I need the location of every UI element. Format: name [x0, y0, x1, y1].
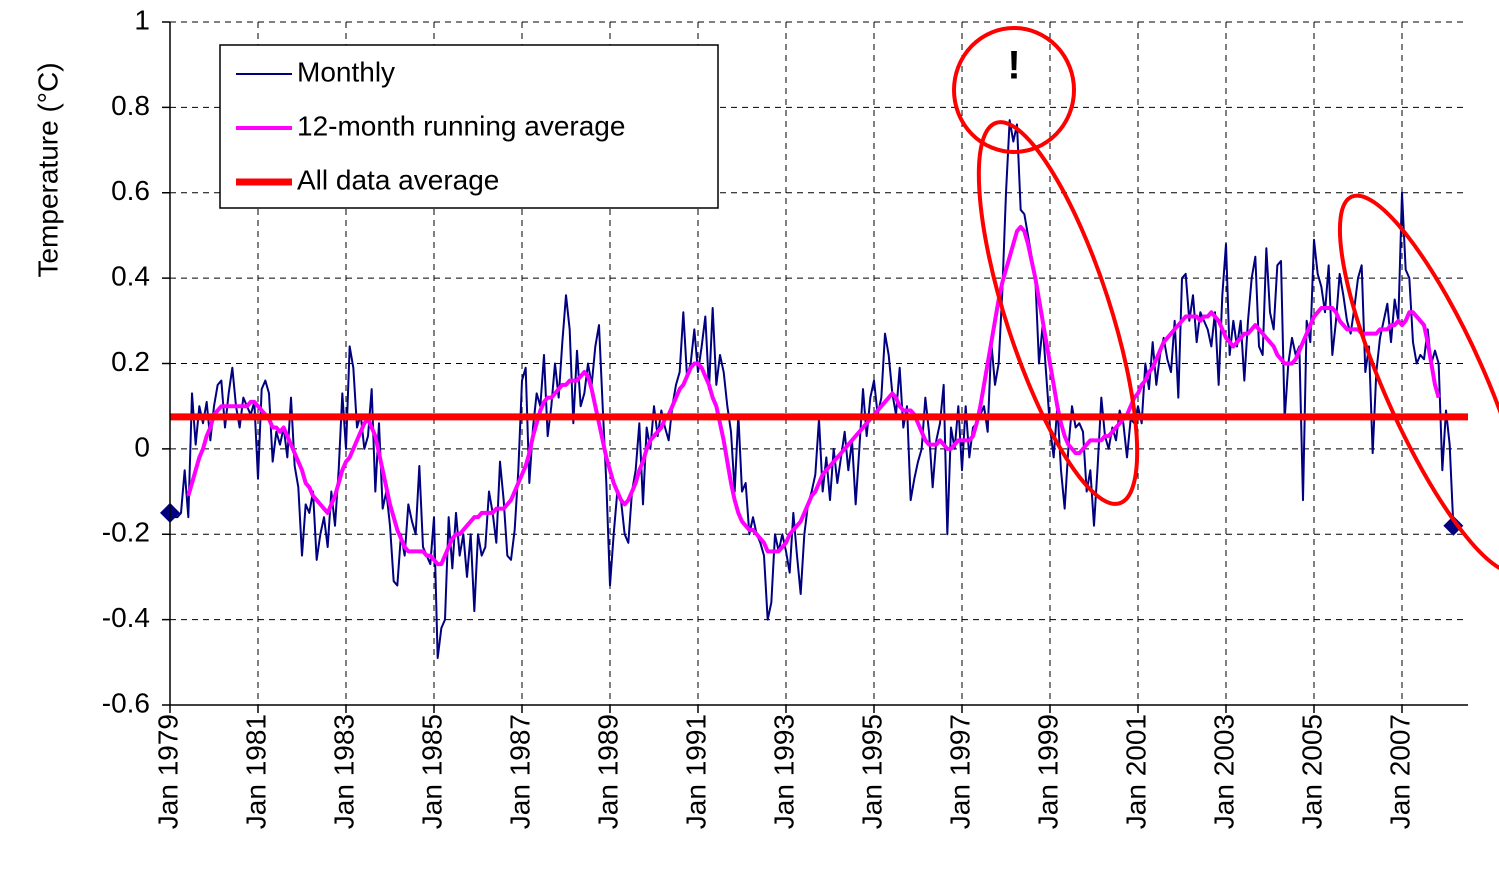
annotation: ! [1007, 44, 1020, 88]
x-tick-label: Jan 1997 [944, 714, 975, 829]
y-axis-label: Temperature (°C) [32, 62, 63, 277]
x-tick-label: Jan 2001 [1120, 714, 1151, 829]
highlight-ellipse [952, 26, 1076, 154]
y-tick-label: -0.2 [102, 517, 150, 548]
endpoint-marker [1443, 515, 1464, 536]
x-tick-label: Jan 1987 [504, 714, 535, 829]
y-tick-label: 0.8 [111, 90, 150, 121]
x-tick-label: Jan 1995 [856, 714, 887, 829]
x-tick-label: Jan 1981 [240, 714, 271, 829]
legend-label: All data average [297, 164, 499, 195]
x-tick-label: Jan 1985 [416, 714, 447, 829]
legend: Monthly 12-month running average All data … [219, 44, 719, 209]
legend-label: Monthly [297, 56, 395, 87]
y-tick-label: 0.6 [111, 175, 150, 206]
x-tick-label: Jan 1991 [680, 714, 711, 829]
series-line [169, 119, 1455, 660]
series-line [186, 224, 1441, 567]
x-tick-label: Jan 2005 [1296, 714, 1327, 829]
highlight-ellipse [976, 120, 1140, 506]
x-tick-label: Jan 1989 [592, 714, 623, 829]
x-tick-label: Jan 1993 [768, 714, 799, 829]
legend-label: 12-month running average [297, 110, 625, 141]
y-tick-label: 0.2 [111, 346, 150, 377]
y-tick-label: -0.6 [102, 687, 150, 718]
x-tick-label: Jan 1979 [152, 714, 183, 829]
x-tick-label: Jan 2007 [1384, 714, 1415, 829]
plot [160, 119, 1468, 660]
legend-box [219, 44, 719, 209]
axes: -0.6 -0.4 -0.2 0 0.2 0.4 0.6 0.8 1 Jan 1979 Jan 19… [102, 4, 1468, 829]
x-tick-label: Jan 2003 [1208, 714, 1239, 829]
highlight-ellipses [952, 26, 1499, 575]
y-tick-label: 0 [134, 431, 150, 462]
y-tick-label: -0.4 [102, 602, 150, 633]
highlight-ellipse [1337, 193, 1499, 575]
y-tick-label: 0.4 [111, 261, 150, 292]
x-tick-label: Jan 1999 [1032, 714, 1063, 829]
x-tick-label: Jan 1983 [328, 714, 359, 829]
y-tick-label: 1 [134, 4, 150, 35]
